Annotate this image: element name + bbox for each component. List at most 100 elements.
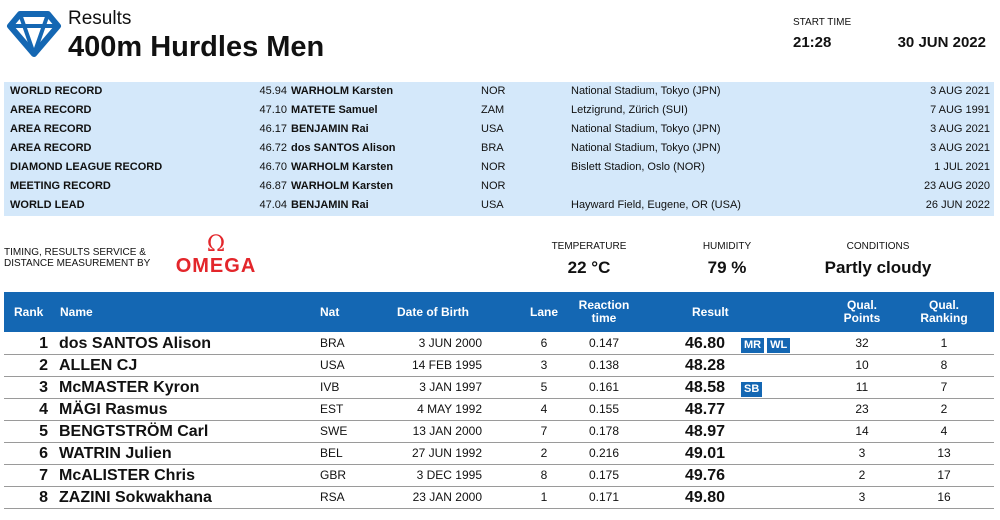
record-holder: MATETE Samuel — [291, 104, 378, 116]
athlete-name: WATRIN Julien — [59, 445, 172, 462]
nat-cell: IVB — [320, 380, 340, 394]
dob-cell: 3 JAN 1997 — [419, 380, 482, 394]
record-row: WORLD RECORD 45.94 WARHOLM Karsten NOR Natio… — [4, 82, 994, 101]
record-label: WORLD RECORD — [10, 85, 103, 97]
result-cell: 48.58 — [685, 379, 726, 396]
record-mark: 46.17 — [259, 123, 287, 135]
record-venue: Hayward Field, Eugene, OR (USA) — [571, 199, 741, 211]
qual-points-cell: 10 — [855, 358, 869, 372]
reaction-cell: 0.147 — [588, 336, 620, 350]
record-row: AREA RECORD 46.72 dos SANTOS Alison BRA Nati… — [4, 139, 994, 158]
record-label: AREA RECORD — [10, 123, 92, 135]
record-holder: dos SANTOS Alison — [291, 142, 396, 154]
lane-cell: 3 — [540, 358, 548, 372]
rank-cell: 4 — [39, 401, 48, 418]
qual-points-cell: 23 — [855, 402, 869, 416]
lane-cell: 5 — [540, 380, 548, 394]
result-badges: SB — [741, 377, 763, 398]
humidity-block: HUMIDITY 79 % — [672, 241, 782, 278]
humidity-label: HUMIDITY — [702, 241, 752, 252]
record-mark: 47.04 — [259, 199, 287, 211]
lane-cell: 4 — [540, 402, 548, 416]
qual-points-cell: 2 — [858, 468, 866, 482]
qual-ranking-cell: 4 — [940, 424, 948, 438]
record-row: WORLD LEAD 47.04 BENJAMIN Rai USA Hayward Fi… — [4, 196, 994, 215]
record-mark: 47.10 — [259, 104, 287, 116]
start-time: 21:28 — [793, 34, 832, 51]
record-date: 23 AUG 2020 — [923, 180, 990, 192]
lane-cell: 8 — [540, 468, 548, 482]
record-label: MEETING RECORD — [10, 180, 111, 192]
header-dob: Date of Birth — [397, 304, 469, 319]
dob-cell: 3 DEC 1995 — [416, 468, 482, 482]
header-lane: Lane — [529, 304, 558, 319]
record-venue: National Stadium, Tokyo (JPN) — [571, 85, 721, 97]
rank-cell: 6 — [39, 445, 48, 462]
nat-cell: USA — [320, 358, 345, 372]
record-nat: NOR — [481, 85, 506, 97]
athlete-name: BENGTSTRÖM Carl — [59, 423, 209, 440]
record-mark: 45.94 — [259, 85, 287, 97]
athlete-name: McMASTER Kyron — [59, 379, 200, 396]
timing-credit: TIMING, RESULTS SERVICE & DISTANCE MEASU… — [4, 247, 151, 269]
header-reaction: Reaction time — [578, 298, 630, 325]
conditions-block: CONDITIONS Partly cloudy — [818, 241, 938, 278]
record-label: AREA RECORD — [10, 142, 92, 154]
qual-ranking-cell: 1 — [940, 336, 948, 350]
record-nat: USA — [481, 123, 504, 135]
record-date: 7 AUG 1991 — [930, 104, 990, 116]
result-cell: 49.76 — [685, 467, 726, 484]
record-mark: 46.72 — [259, 142, 287, 154]
athlete-name: McALISTER Chris — [59, 467, 196, 484]
dob-cell: 3 JUN 2000 — [418, 336, 482, 350]
record-nat: NOR — [481, 180, 506, 192]
rank-cell: 7 — [39, 467, 48, 484]
temperature-label: TEMPERATURE — [551, 241, 627, 252]
header-qual-points: Qual. Points — [843, 298, 881, 325]
reaction-cell: 0.138 — [588, 358, 620, 372]
record-holder: BENJAMIN Rai — [291, 199, 369, 211]
reaction-cell: 0.161 — [588, 380, 620, 394]
result-cell: 48.28 — [685, 357, 726, 374]
diamond-league-logo — [7, 11, 61, 57]
header-result: Result — [692, 304, 729, 319]
table-row: 3 McMASTER Kyron IVB 3 JAN 1997 5 0.161 48.58 S… — [4, 377, 994, 399]
records-table: WORLD RECORD 45.94 WARHOLM Karsten NOR Natio… — [4, 82, 994, 216]
record-nat: USA — [481, 199, 504, 211]
dob-cell: 4 MAY 1992 — [417, 402, 482, 416]
header-nat: Nat — [320, 304, 340, 319]
result-cell: 46.80 — [685, 335, 726, 352]
result-badges: MR WL — [741, 333, 791, 354]
results-label: Results — [68, 8, 132, 29]
event-title: 400m Hurdles Men — [68, 31, 325, 63]
record-nat: ZAM — [481, 104, 505, 116]
nat-cell: BEL — [320, 446, 343, 460]
reaction-cell: 0.216 — [588, 446, 620, 460]
lane-cell: 7 — [540, 424, 548, 438]
record-row: AREA RECORD 46.17 BENJAMIN Rai USA National … — [4, 120, 994, 139]
reaction-cell: 0.178 — [588, 424, 620, 438]
nat-cell: EST — [320, 402, 344, 416]
record-row: DIAMOND LEAGUE RECORD 46.70 WARHOLM Karste… — [4, 158, 994, 177]
dob-cell: 23 JAN 2000 — [412, 490, 482, 504]
record-venue: Bislett Stadion, Oslo (NOR) — [571, 161, 705, 173]
record-badge: WL — [767, 337, 791, 353]
record-nat: BRA — [481, 142, 504, 154]
header-qual-ranking: Qual. Ranking — [920, 298, 968, 325]
omega-wordmark: OMEGA — [175, 255, 257, 277]
qual-points-cell: 32 — [855, 336, 869, 350]
record-holder: BENJAMIN Rai — [291, 123, 369, 135]
temperature-block: TEMPERATURE 22 °C — [534, 241, 644, 278]
rank-cell: 3 — [39, 379, 48, 396]
record-badge: MR — [741, 337, 765, 353]
humidity-value: 79 % — [707, 258, 747, 277]
lane-cell: 6 — [540, 336, 548, 350]
qual-ranking-cell: 7 — [940, 380, 948, 394]
record-date: 3 AUG 2021 — [930, 123, 990, 135]
table-row: 5 BENGTSTRÖM Carl SWE 13 JAN 2000 7 0.178 48.9… — [4, 421, 994, 443]
reaction-cell: 0.155 — [588, 402, 620, 416]
record-venue: National Stadium, Tokyo (JPN) — [571, 142, 721, 154]
record-nat: NOR — [481, 161, 506, 173]
results-table-header: Rank Name Nat Date of Birth Lane Reactio… — [4, 292, 994, 332]
record-row: AREA RECORD 47.10 MATETE Samuel ZAM Letzigru… — [4, 101, 994, 120]
